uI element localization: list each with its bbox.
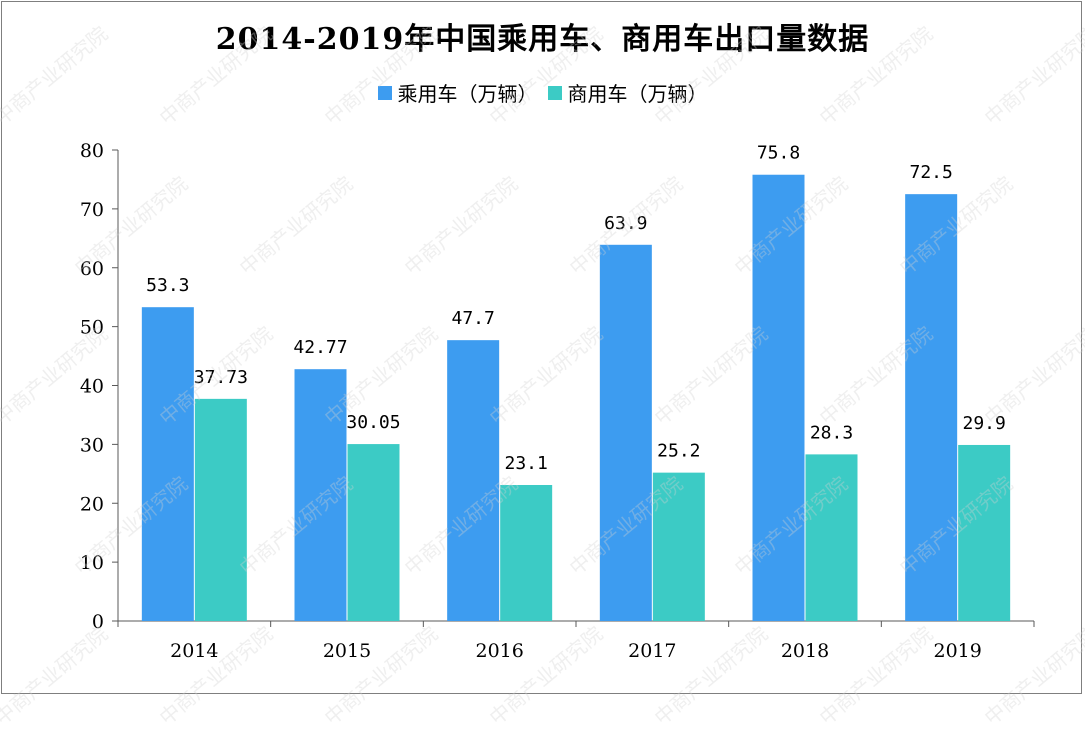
x-tick-label: 2018 [781, 640, 829, 662]
y-tick-label: 20 [80, 493, 104, 515]
bar-passenger [141, 307, 194, 621]
y-tick-label: 40 [80, 376, 104, 398]
data-label-commercial: 30.05 [346, 412, 400, 433]
data-label-commercial: 28.3 [810, 422, 853, 443]
legend-label-passenger: 乘用车（万辆） [397, 82, 538, 106]
x-tick-label: 2014 [170, 640, 218, 662]
legend-label-commercial: 商用车（万辆） [567, 82, 708, 106]
x-tick-label: 2015 [323, 640, 371, 662]
legend-item-commercial: 商用车（万辆） [547, 78, 708, 107]
bar-chart: 0 10 20 30 40 50 60 70 80 53.3 37.73 2014 42.77 30.05… [80, 140, 1035, 662]
data-label-commercial: 29.9 [962, 413, 1005, 434]
bar-commercial [805, 454, 858, 621]
bar-commercial [347, 444, 400, 621]
data-label-passenger: 53.3 [146, 275, 189, 296]
y-tick-label: 30 [80, 434, 104, 456]
data-label-passenger: 47.7 [451, 308, 494, 329]
bar-commercial [652, 472, 705, 621]
bar-commercial [500, 484, 553, 621]
data-label-passenger: 75.8 [757, 143, 800, 164]
data-label-passenger: 42.77 [293, 337, 347, 358]
legend-swatch-commercial [547, 85, 562, 100]
legend: 乘用车（万辆） 商用车（万辆） [0, 78, 1085, 107]
y-tick-label: 10 [80, 552, 104, 574]
bar-commercial [194, 398, 247, 621]
x-tick-label: 2019 [933, 640, 981, 662]
data-label-commercial: 37.73 [194, 367, 248, 388]
bar-commercial [958, 444, 1011, 621]
bar-passenger [905, 194, 958, 621]
legend-item-passenger: 乘用车（万辆） [377, 78, 538, 107]
data-label-commercial: 25.2 [657, 441, 700, 462]
bar-passenger [447, 340, 500, 621]
y-tick-label: 0 [92, 611, 104, 633]
data-label-passenger: 72.5 [909, 162, 952, 183]
legend-swatch-passenger [377, 85, 392, 100]
bar-passenger [752, 174, 805, 622]
data-label-passenger: 63.9 [604, 213, 647, 234]
x-tick-label: 2016 [475, 640, 523, 662]
bar-passenger [599, 244, 652, 621]
bar-passenger [294, 369, 347, 621]
chart-frame [1, 1, 1082, 694]
y-tick-label: 80 [80, 140, 104, 162]
x-tick-label: 2017 [628, 640, 676, 662]
y-tick-label: 60 [80, 258, 104, 280]
data-label-commercial: 23.1 [504, 453, 547, 474]
y-tick-label: 50 [80, 317, 104, 339]
chart-title: 2014-2019年中国乘用车、商用车出口量数据 [215, 22, 870, 57]
y-tick-label: 70 [80, 199, 104, 221]
